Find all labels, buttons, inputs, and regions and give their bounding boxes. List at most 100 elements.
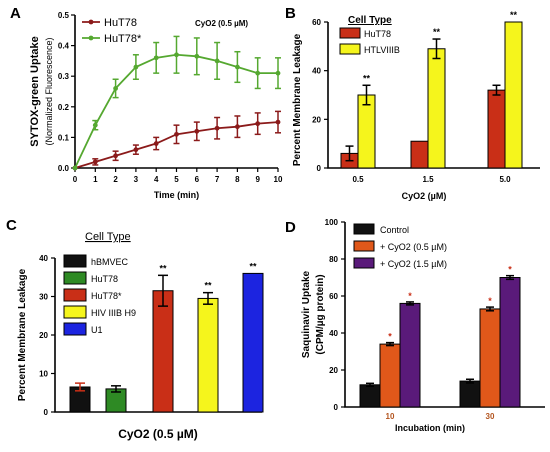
- c-legend-label: HIV IIIB H9: [91, 308, 136, 318]
- a-ytick-label: 0.1: [58, 133, 70, 142]
- a-point: [72, 165, 78, 171]
- a-point: [113, 153, 118, 159]
- panel-label-d: D: [285, 219, 296, 236]
- b-bar: [410, 140, 429, 169]
- d-sig-label: *: [488, 296, 492, 306]
- c-ytick-label: 20: [39, 331, 48, 340]
- c-xlabel: CyO2 (0.5 µM): [118, 427, 198, 441]
- c-legend-label: hBMVEC: [91, 257, 129, 267]
- b-legend-label: HTLVIIIB: [364, 45, 400, 55]
- a-xtick-label: 8: [235, 175, 240, 184]
- a-ytick-label: 0.5: [58, 11, 70, 20]
- b-xtick-label: 5.0: [499, 175, 511, 184]
- d-sig-label: *: [508, 265, 512, 275]
- c-legend-label: HuT78: [91, 274, 118, 284]
- a-ylabel: SYTOX-green Uptake: [29, 36, 41, 146]
- b-ytick-label: 40: [312, 67, 321, 76]
- a-point: [255, 121, 261, 127]
- panel-label-a: A: [10, 5, 21, 22]
- a-xtick-label: 3: [134, 175, 139, 184]
- d-bar: [399, 302, 421, 408]
- d-xtick-label: 10: [386, 412, 395, 421]
- c-ytick-label: 30: [39, 293, 48, 302]
- a-legend-label: HuT78*: [104, 33, 142, 45]
- a-xtick-label: 5: [174, 175, 179, 184]
- b-bar: [427, 48, 446, 169]
- c-bar: [197, 297, 219, 413]
- b-ylabel: Percent Membrane Leakage: [292, 33, 303, 166]
- a-xtick-label: 1: [93, 175, 98, 184]
- a-xtick-label: 10: [274, 175, 283, 184]
- c-bar: [152, 290, 174, 413]
- c-legend-label: U1: [91, 325, 103, 335]
- d-ytick-label: 100: [325, 218, 339, 227]
- a-point: [174, 131, 179, 137]
- b-ytick-label: 60: [312, 18, 321, 27]
- c-ytick-label: 10: [39, 370, 48, 379]
- a-xtick-label: 0: [73, 175, 78, 184]
- c-legend-swatch: [63, 322, 87, 336]
- c-sig-label: **: [204, 281, 212, 291]
- a-point: [113, 86, 118, 91]
- d-ylabel: Saquinavir Uptake: [301, 270, 312, 358]
- c-sig-label: **: [159, 263, 167, 273]
- b-bar: [504, 21, 523, 169]
- a-legend-label: HuT78: [104, 17, 137, 29]
- a-point: [235, 124, 240, 130]
- a-ytick-label: 0.3: [58, 72, 70, 81]
- b-legend-swatch: [339, 43, 361, 55]
- b-sig-label: **: [433, 27, 441, 37]
- a-point: [214, 58, 220, 64]
- a-ylabel2: (Normalized Fluorescence): [44, 37, 54, 145]
- c-legend-swatch: [63, 305, 87, 319]
- d-bar: [359, 384, 381, 408]
- b-ytick-label: 20: [312, 115, 321, 124]
- c-legend-swatch: [63, 288, 87, 302]
- a-legend-marker: [88, 35, 94, 41]
- a-point: [214, 125, 220, 131]
- d-legend-label: + CyO2 (1.5 µM): [380, 259, 447, 269]
- a-point: [235, 64, 240, 70]
- d-ytick-label: 0: [334, 403, 339, 412]
- a-point: [92, 122, 98, 128]
- c-legend-label: HuT78*: [91, 291, 122, 301]
- a-xtick-label: 2: [113, 175, 118, 184]
- panel-label-c: C: [6, 217, 17, 234]
- a-point: [194, 53, 200, 59]
- b-xtick-label: 0.5: [352, 175, 364, 184]
- b-legend-swatch: [339, 27, 361, 39]
- d-legend-swatch: [353, 240, 375, 252]
- d-legend-label: + CyO2 (0.5 µM): [380, 242, 447, 252]
- d-ytick-label: 40: [329, 329, 338, 338]
- d-bar: [459, 380, 481, 408]
- d-xtick-label: 30: [486, 412, 495, 421]
- b-bar: [357, 94, 376, 169]
- c-legend-swatch: [63, 254, 87, 268]
- b-legend-label: HuT78: [364, 29, 391, 39]
- d-bar: [379, 343, 401, 408]
- a-point: [174, 52, 179, 58]
- d-ylabel2: (CPM/µg protein): [315, 274, 326, 354]
- d-bar: [479, 308, 501, 408]
- c-ylabel: Percent Membrane Leakage: [17, 268, 28, 401]
- c-sig-label: **: [249, 261, 257, 271]
- a-point: [255, 70, 261, 76]
- a-point: [133, 64, 139, 70]
- a-xlabel: Time (min): [154, 190, 199, 200]
- d-ytick-label: 20: [329, 366, 338, 375]
- a-xtick-label: 9: [255, 175, 260, 184]
- a-point: [194, 128, 200, 134]
- d-legend-swatch: [353, 257, 375, 269]
- a-point: [133, 147, 139, 153]
- d-bar: [499, 277, 521, 408]
- a-xtick-label: 6: [195, 175, 200, 184]
- d-sig-label: *: [408, 291, 412, 301]
- a-ytick-label: 0.4: [58, 42, 70, 51]
- d-legend-label: Control: [380, 225, 409, 235]
- panel-label-b: B: [285, 5, 296, 22]
- b-xlabel: CyO2 (µM): [402, 191, 447, 201]
- a-point: [153, 141, 159, 146]
- b-sig-label: **: [510, 10, 518, 20]
- a-ytick-label: 0.2: [58, 103, 70, 112]
